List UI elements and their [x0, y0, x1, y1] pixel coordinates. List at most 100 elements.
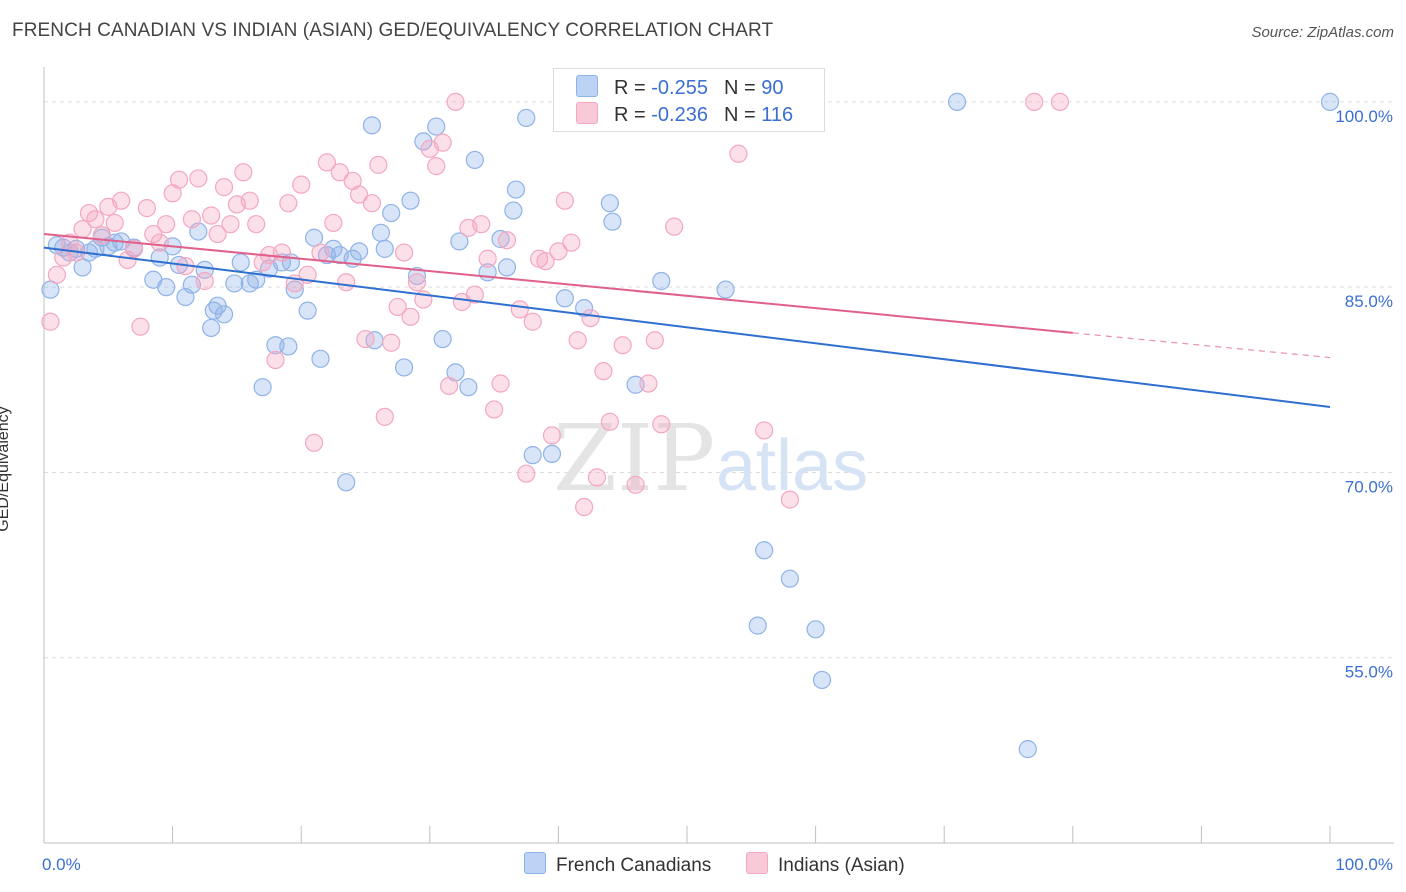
y-tick-label: 70.0%	[1345, 477, 1393, 496]
point-indians-asian	[581, 308, 600, 328]
point-french-canadians	[542, 444, 562, 464]
point-indians-asian	[86, 210, 105, 229]
point-french-canadians	[497, 258, 517, 277]
legend-row-french-canadians: R = -0.255 N = 90	[576, 75, 783, 99]
point-french-canadians	[362, 116, 382, 135]
point-indians-asian	[665, 217, 684, 236]
point-indians-asian	[472, 215, 491, 234]
point-indians-asian	[465, 285, 484, 304]
legend-n-value-indians-asian: 116	[761, 104, 794, 126]
point-indians-asian	[266, 350, 285, 370]
point-indians-asian	[587, 468, 607, 487]
point-indians-asian	[169, 170, 189, 189]
point-indians-asian	[137, 199, 156, 218]
point-indians-asian	[382, 333, 401, 352]
point-indians-asian	[433, 133, 452, 152]
point-french-canadians	[311, 349, 330, 368]
point-french-canadians	[394, 358, 414, 377]
point-french-canadians	[459, 378, 478, 397]
point-indians-asian	[272, 243, 292, 262]
point-indians-asian	[369, 155, 388, 174]
point-indians-asian	[253, 253, 272, 272]
point-indians-asian	[150, 233, 169, 252]
point-indians-asian	[105, 213, 124, 233]
legend-r-value-indians-asian: -0.236	[651, 104, 708, 126]
point-indians-asian	[613, 336, 632, 355]
point-french-canadians	[371, 223, 391, 242]
point-french-canadians	[523, 446, 542, 465]
point-indians-asian	[497, 231, 517, 250]
point-french-canadians	[285, 280, 304, 299]
point-indians-asian	[240, 191, 259, 210]
point-indians-asian	[112, 191, 131, 210]
point-indians-asian	[401, 307, 420, 326]
point-french-canadians	[755, 541, 774, 560]
point-indians-asian	[439, 376, 459, 396]
point-indians-asian	[247, 215, 266, 234]
point-indians-asian	[189, 169, 208, 188]
point-french-canadians	[716, 280, 735, 299]
point-french-canadians	[812, 670, 832, 690]
point-indians-asian	[645, 331, 664, 350]
point-indians-asian	[485, 400, 504, 419]
point-indians-asian	[652, 415, 671, 434]
point-indians-asian	[555, 191, 574, 210]
point-french-canadians	[517, 108, 536, 128]
point-french-canadians	[450, 232, 469, 251]
x-tick-label: 0.0%	[42, 855, 81, 874]
point-indians-asian	[562, 233, 581, 252]
bottom-legend-swatch-french-canadians	[524, 852, 546, 874]
point-indians-asian	[517, 464, 536, 483]
bottom-legend-indians-asian[interactable]: Indians (Asian)	[746, 852, 905, 877]
y-tick-label: 55.0%	[1345, 663, 1393, 682]
point-french-canadians	[1320, 92, 1340, 111]
point-french-canadians	[603, 212, 622, 231]
point-indians-asian	[549, 242, 568, 261]
point-indians-asian	[729, 144, 748, 163]
point-indians-asian	[1050, 92, 1070, 111]
point-french-canadians	[748, 616, 767, 635]
point-indians-asian	[208, 224, 227, 244]
point-indians-asian	[594, 362, 613, 381]
chart-source: Source: ZipAtlas.com	[1251, 24, 1394, 41]
point-french-canadians	[465, 150, 484, 170]
point-indians-asian	[394, 243, 414, 262]
point-indians-asian	[330, 163, 349, 182]
point-french-canadians	[279, 337, 298, 356]
point-indians-asian	[356, 329, 375, 349]
point-indians-asian	[124, 239, 144, 258]
point-indians-asian	[324, 213, 343, 233]
point-indians-asian	[317, 153, 337, 172]
point-french-canadians	[806, 620, 825, 639]
point-indians-asian	[755, 421, 774, 440]
watermark-zip: ZIP	[553, 405, 715, 512]
point-indians-asian	[92, 226, 111, 245]
point-indians-asian	[195, 271, 214, 291]
point-indians-asian	[626, 475, 645, 494]
point-french-canadians	[1018, 740, 1037, 759]
point-indians-asian	[639, 374, 658, 393]
point-indians-asian	[536, 252, 555, 271]
point-indians-asian	[478, 249, 497, 268]
trend-line-french-canadians	[43, 246, 1331, 408]
point-indians-asian	[568, 331, 587, 350]
point-indians-asian	[41, 312, 60, 331]
point-french-canadians	[298, 301, 317, 320]
point-french-canadians	[157, 278, 176, 297]
point-indians-asian	[182, 210, 201, 229]
point-indians-asian	[446, 92, 465, 111]
point-indians-asian	[388, 297, 407, 317]
point-french-canadians	[414, 132, 433, 151]
point-french-canadians	[575, 299, 594, 318]
point-french-canadians	[555, 289, 574, 308]
point-french-canadians	[349, 242, 369, 261]
legend-n-value-french-canadians: 90	[761, 77, 784, 99]
point-indians-asian	[47, 265, 66, 284]
point-french-canadians	[214, 305, 234, 324]
point-indians-asian	[131, 317, 150, 336]
bottom-legend-french-canadians[interactable]: French Canadians	[524, 852, 711, 877]
point-french-canadians	[427, 117, 446, 136]
point-indians-asian	[427, 157, 446, 176]
point-indians-asian	[575, 497, 594, 517]
